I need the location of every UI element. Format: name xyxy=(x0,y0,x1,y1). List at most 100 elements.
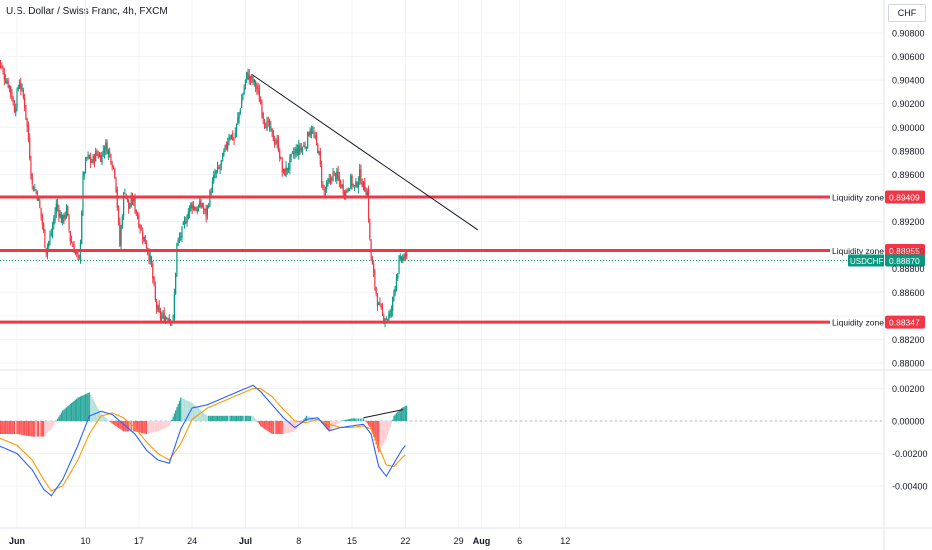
macd-histogram-bar xyxy=(265,421,267,430)
macd-histogram-bar xyxy=(374,421,376,441)
macd-histogram-bar xyxy=(328,421,330,432)
macd-histogram-bar xyxy=(183,399,186,421)
macd-histogram-bar xyxy=(173,413,175,421)
candle xyxy=(24,93,26,112)
macd-histogram-bar xyxy=(97,408,99,421)
candle xyxy=(272,129,274,142)
currency-button[interactable]: CHF xyxy=(888,4,926,22)
macd-histogram-bar xyxy=(286,421,288,434)
candle xyxy=(347,187,349,193)
price-axis-tick: 0.89800 xyxy=(892,146,925,156)
macd-histogram-bar xyxy=(70,403,73,421)
candle xyxy=(34,184,36,192)
macd-histogram-bar xyxy=(296,421,299,428)
macd-histogram-bar xyxy=(54,421,56,423)
candle xyxy=(351,174,353,190)
candle xyxy=(338,171,340,188)
macd-divergence-line[interactable] xyxy=(363,409,404,419)
macd-histogram-bar xyxy=(294,421,296,432)
macd-histogram-bar xyxy=(275,421,277,434)
candle xyxy=(35,189,37,195)
candle xyxy=(166,316,168,320)
macd-histogram-bar xyxy=(26,421,28,436)
macd-histogram-bar xyxy=(395,413,398,421)
macd-histogram-bar xyxy=(285,421,287,434)
macd-histogram-bar xyxy=(68,405,70,421)
macd-histogram-bar xyxy=(77,397,79,421)
candle xyxy=(130,192,132,208)
candle xyxy=(213,170,215,184)
macd-histogram-bar xyxy=(295,421,297,430)
candle xyxy=(140,224,142,231)
macd-histogram-bar xyxy=(185,399,187,421)
liquidity-zone-label: Liquidity zone xyxy=(832,318,884,328)
macd-histogram-bar xyxy=(72,401,74,421)
macd-histogram-bar xyxy=(347,419,349,421)
candle xyxy=(78,254,80,261)
macd-histogram-bar xyxy=(83,394,85,421)
macd-histogram-bar xyxy=(253,417,255,421)
macd-histogram-bar xyxy=(181,398,183,421)
macd-histogram-bar xyxy=(393,415,395,421)
candle xyxy=(346,188,348,194)
liquidity-zone-label: Liquidity zone xyxy=(832,192,884,202)
candle xyxy=(84,156,87,174)
candle xyxy=(57,198,59,212)
macd-histogram-bar xyxy=(27,421,30,436)
candle xyxy=(233,137,235,146)
candle xyxy=(288,162,290,173)
candle xyxy=(131,192,134,205)
candle xyxy=(20,77,22,96)
candle xyxy=(357,176,360,194)
macd-axis-tick: 0.00200 xyxy=(892,384,925,394)
candle xyxy=(255,79,257,93)
macd-histogram-bar xyxy=(55,420,57,422)
macd-histogram-bar xyxy=(126,421,129,432)
macd-histogram-bar xyxy=(51,421,54,427)
candle xyxy=(150,256,153,268)
macd-histogram-bar xyxy=(200,410,202,421)
macd-histogram-bar xyxy=(397,411,399,421)
candle xyxy=(87,151,89,160)
candle xyxy=(202,202,205,215)
candle xyxy=(40,207,42,221)
macd-histogram-bar xyxy=(142,421,144,434)
macd-histogram-bar xyxy=(371,421,373,433)
candle xyxy=(177,237,179,247)
macd-histogram-bar xyxy=(357,418,360,421)
candle xyxy=(326,179,328,194)
macd-histogram-bar xyxy=(256,421,258,422)
candle xyxy=(215,170,217,179)
candle xyxy=(284,168,286,176)
candle xyxy=(252,76,254,86)
macd-histogram-bar xyxy=(288,421,290,433)
macd-histogram-bar xyxy=(337,421,339,424)
macd-histogram-bar xyxy=(169,421,172,424)
candle xyxy=(334,172,337,182)
macd-histogram-bar xyxy=(4,421,7,434)
macd-histogram-bar xyxy=(189,401,191,421)
candle xyxy=(230,134,233,140)
candle xyxy=(98,151,101,158)
macd-histogram-bar xyxy=(202,412,205,421)
macd-histogram-bar xyxy=(281,421,283,434)
macd-histogram-bar xyxy=(102,415,104,421)
macd-histogram-bar xyxy=(135,421,137,432)
macd-histogram-bar xyxy=(218,415,220,421)
time-axis-tick: 12 xyxy=(560,536,570,546)
candle xyxy=(129,202,131,209)
price-axis-tick: 0.89200 xyxy=(892,217,925,227)
candle xyxy=(11,89,13,102)
candle xyxy=(25,105,27,121)
macd-histogram-bar xyxy=(35,421,37,437)
current-price-symbol: USDCHF xyxy=(850,257,883,266)
macd-histogram-bar xyxy=(233,415,235,421)
macd-histogram-bar xyxy=(87,392,89,421)
macd-histogram-bar xyxy=(258,421,261,425)
price-axis-tick-obscured: 0.88000 xyxy=(892,246,925,256)
trendline[interactable] xyxy=(251,73,478,231)
candle xyxy=(41,213,43,230)
current-price-value: 0.88870 xyxy=(889,256,920,266)
candle xyxy=(107,148,109,161)
